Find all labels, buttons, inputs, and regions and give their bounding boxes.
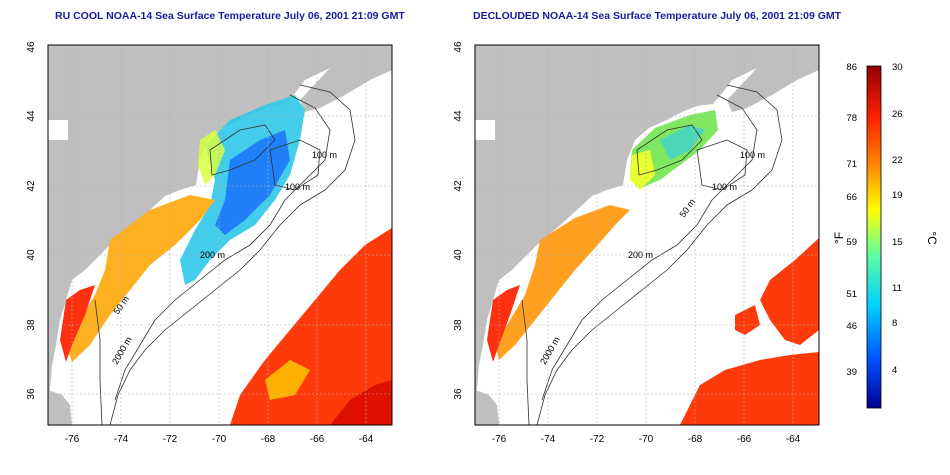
left-x-tick-label: -68 [261,434,276,445]
celsius-tick: 11 [892,283,902,294]
right-x-tick-labels: -76 -74 -72 -70 -68 -66 -64 [492,434,801,445]
celsius-tick: 19 [892,190,903,201]
temperature-colorbar: 86 78 71 66 59 51 46 39 30 26 22 19 15 1… [832,62,939,409]
right-sst-coast-red [487,285,520,362]
right-map-panel: 100 m 100 m 50 m 200 m 2000 m -76 -74 -7… [453,41,820,445]
right-sst-shelf-orange [495,205,630,360]
left-sst-coast-red [60,285,95,362]
fahrenheit-axis-label: °F [832,232,846,244]
right-land-south [475,390,499,425]
right-y-tick-labels: 36 38 40 42 44 46 [453,41,464,400]
left-map-frame [47,44,393,426]
left-sst-shelf-orange [66,195,215,362]
celsius-axis-label: °C [925,231,939,245]
right-y-tick-label: 40 [453,249,464,261]
right-bathymetry-contours [521,84,783,425]
fahrenheit-tick: 71 [846,159,857,170]
colorbar-gradient [866,65,882,409]
colorbar-fahrenheit-ticks: 86 78 71 66 59 51 46 39 [846,62,857,378]
celsius-tick: 30 [892,62,903,73]
right-y-tick-label: 38 [453,319,464,331]
right-y-tick-label: 44 [453,110,464,122]
right-y-tick-label: 42 [453,180,464,192]
left-map-panel: 100 m 100 m 200 m 50 m 2000 m -76 -74 -7… [26,41,393,445]
left-sst-gulfstream-dark [330,380,392,425]
left-contour-label: 200 m [200,250,225,260]
left-x-tick-label: -76 [65,434,80,445]
left-y-tick-labels: 36 38 40 42 44 46 [26,41,37,400]
left-y-tick-label: 42 [26,180,37,192]
left-y-tick-label: 46 [26,41,37,53]
fahrenheit-tick: 66 [846,192,857,203]
left-y-tick-label: 36 [26,388,37,400]
right-sst-small-patch [735,305,760,335]
right-sst-yellow-patch [630,150,655,190]
left-y-tick-label: 38 [26,319,37,331]
left-x-tick-label: -64 [359,434,374,445]
right-land-nova-scotia [727,55,819,112]
right-sst-gulfstream-south [680,352,819,425]
right-x-tick-label: -64 [786,434,801,445]
left-bathymetry-contours [94,84,356,425]
right-x-tick-label: -66 [737,434,752,445]
right-y-tick-label: 46 [453,41,464,53]
left-gridlines [48,45,392,425]
left-x-tick-label: -70 [212,434,227,445]
right-map-title: DECLOUDED NOAA-14 Sea Surface Temperatur… [473,10,842,22]
right-gridlines [475,45,819,425]
left-sst-warm-patch [265,360,310,400]
left-x-tick-labels: -76 -74 -72 -70 -68 -66 -64 [65,434,374,445]
fahrenheit-tick: 46 [846,321,857,332]
celsius-tick: 15 [892,237,903,248]
celsius-tick: 26 [892,109,903,120]
right-map-frame [474,44,820,426]
right-y-tick-label: 36 [453,388,464,400]
left-x-tick-label: -74 [114,434,129,445]
fahrenheit-tick: 39 [846,367,857,378]
right-land-mass [475,45,819,400]
right-sst-gulfstream-east [760,238,819,345]
right-x-tick-label: -74 [541,434,556,445]
fahrenheit-tick: 59 [846,237,857,248]
right-contour-label: 200 m [628,250,653,260]
right-x-tick-label: -76 [492,434,507,445]
right-contour-label: 100 m [740,150,765,160]
left-map-title: RU COOL NOAA-14 Sea Surface Temperature … [55,10,405,22]
left-contour-label: 100 m [285,182,310,192]
right-sst-cyan-patch [660,125,705,160]
fahrenheit-tick: 51 [846,289,857,300]
right-x-tick-label: -72 [590,434,605,445]
right-x-tick-label: -70 [639,434,654,445]
left-y-tick-label: 40 [26,249,37,261]
left-land-mass [48,45,392,400]
left-x-tick-label: -72 [163,434,178,445]
celsius-tick: 8 [892,318,897,329]
left-sst-yellow [198,130,225,185]
fahrenheit-tick: 86 [846,62,857,73]
left-land-nova-scotia [300,55,392,112]
left-y-tick-label: 44 [26,110,37,122]
left-x-tick-label: -66 [310,434,325,445]
fahrenheit-tick: 78 [846,113,857,124]
celsius-tick: 22 [892,155,903,166]
left-land-south [48,390,72,425]
left-contour-label: 100 m [312,150,337,160]
right-x-tick-label: -68 [688,434,703,445]
right-contour-label: 100 m [712,182,737,192]
colorbar-celsius-ticks: 30 26 22 19 15 11 8 4 [892,62,903,376]
celsius-tick: 4 [892,365,897,376]
